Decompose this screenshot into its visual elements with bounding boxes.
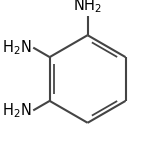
- Text: H$_2$N: H$_2$N: [2, 101, 32, 120]
- Text: H$_2$N: H$_2$N: [2, 38, 32, 57]
- Text: NH$_2$: NH$_2$: [73, 0, 102, 15]
